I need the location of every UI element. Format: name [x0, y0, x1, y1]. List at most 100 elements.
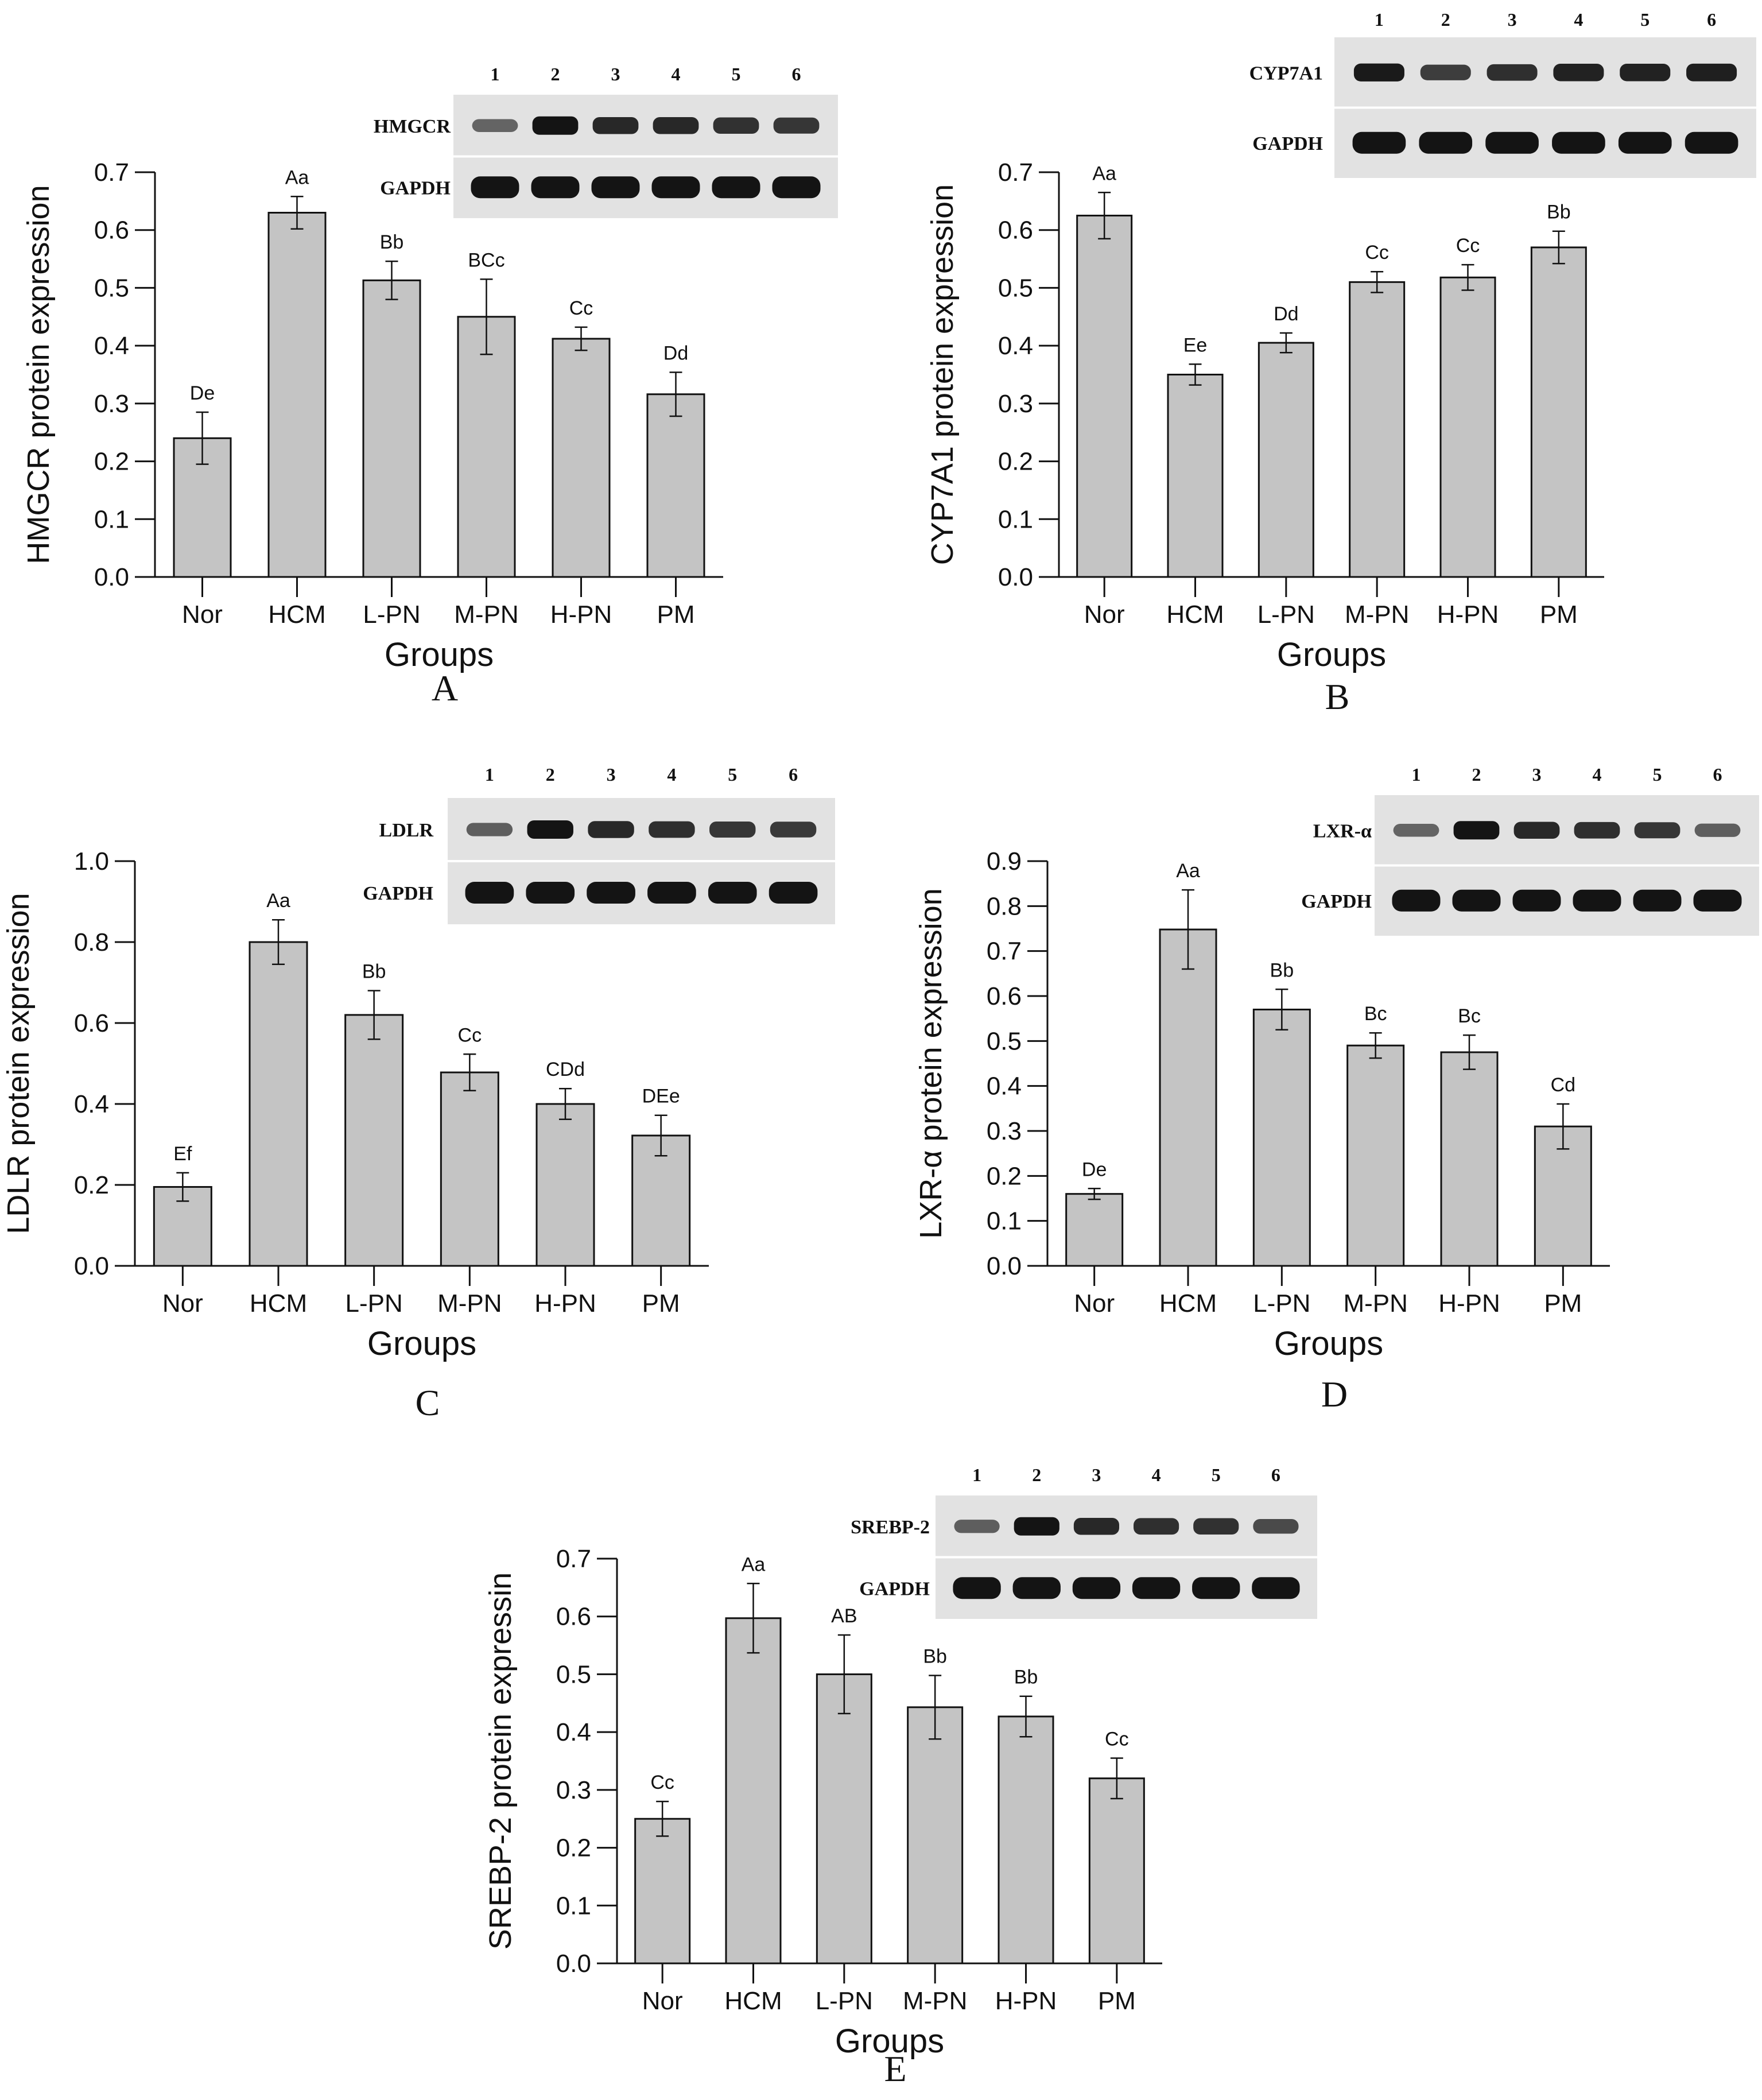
x-tick-label: Nor — [1084, 600, 1125, 629]
panel-b: 0.0 0.1 0.2 0.3 0.4 0.5 0.6 0.7 CYP7A1 protein e… — [925, 9, 1756, 717]
gapdh-band — [708, 882, 757, 904]
blot-control-label: GAPDH — [363, 883, 433, 904]
lane-number: 5 — [728, 764, 737, 785]
lane-number: 1 — [1412, 764, 1421, 785]
y-tick-label: 0.7 — [987, 937, 1022, 966]
target-band — [1574, 822, 1620, 839]
blot-target-label: SREBP-2 — [851, 1517, 930, 1538]
gapdh-band — [465, 882, 514, 904]
target-band — [527, 820, 573, 839]
y-tick-label: 0.4 — [987, 1072, 1022, 1101]
bar-l-pn — [816, 1673, 872, 1965]
gapdh-band — [647, 882, 696, 904]
gapdh-band — [953, 1577, 1001, 1599]
y-tick-label: 0.7 — [556, 1545, 591, 1573]
lane-number: 4 — [667, 764, 676, 785]
significance-label: Ef — [173, 1143, 192, 1165]
significance-label: De — [1082, 1159, 1107, 1180]
target-band — [466, 823, 513, 836]
lane-number: 6 — [1713, 764, 1722, 785]
target-band — [588, 821, 634, 838]
x-tick-label: H-PN — [550, 600, 612, 629]
y-tick-label: 0.5 — [94, 274, 129, 302]
y-tick-label: 0.0 — [998, 563, 1033, 591]
y-tick-label: 0.4 — [94, 332, 129, 360]
lane-number: 4 — [1574, 9, 1583, 30]
significance-label: Aa — [742, 1553, 766, 1575]
significance-label: Dd — [1274, 303, 1298, 325]
y-tick-label: 0.2 — [556, 1834, 591, 1862]
gapdh-band — [1573, 889, 1621, 912]
y-tick-label: 0.1 — [556, 1892, 591, 1920]
y-tick-label: 0.9 — [987, 847, 1022, 875]
x-tick-label: L-PN — [363, 600, 420, 629]
x-tick-label: L-PN — [346, 1289, 403, 1318]
significance-label: Bb — [1270, 959, 1294, 981]
gapdh-band — [1419, 131, 1473, 154]
bar-m-pn — [1346, 1044, 1405, 1267]
y-tick-label: 0.1 — [94, 505, 129, 533]
y-tick-label: 0.2 — [998, 448, 1033, 476]
lane-number: 3 — [611, 64, 620, 84]
significance-label: Cc — [1365, 242, 1389, 264]
y-tick-label: 0.5 — [556, 1660, 591, 1688]
x-axis-title: Groups — [367, 1325, 476, 1362]
x-axis-title: Groups — [385, 636, 494, 673]
western-blot: 1 2 3 4 5 6 LXR-α GAPDH — [1301, 764, 1759, 936]
significance-label: Cd — [1551, 1074, 1575, 1096]
gapdh-band — [1252, 1577, 1300, 1599]
bar-hcm — [725, 1617, 782, 1965]
y-tick-label: 0.5 — [998, 274, 1033, 302]
target-band — [709, 822, 756, 838]
x-axis-title: Groups — [835, 2022, 944, 2060]
gapdh-band — [526, 882, 575, 904]
target-band — [1014, 1517, 1059, 1536]
lane-number: 2 — [1032, 1464, 1041, 1485]
y-tick-label: 0.0 — [74, 1252, 109, 1280]
significance-label: Bb — [1547, 202, 1571, 223]
x-tick-label: M-PN — [454, 600, 518, 629]
y-tick-label: 0.8 — [987, 892, 1022, 920]
significance-label: BCc — [468, 249, 504, 271]
bar-m-pn — [457, 316, 516, 578]
x-tick-label: PM — [1540, 600, 1578, 629]
lane-number: 5 — [1640, 9, 1650, 30]
gapdh-band — [772, 176, 821, 199]
x-tick-label: M-PN — [1345, 600, 1409, 629]
significance-label: Cc — [458, 1024, 482, 1046]
y-tick-label: 0.6 — [998, 216, 1033, 245]
lane-number: 1 — [1375, 9, 1384, 30]
lane-number: 3 — [1092, 1464, 1101, 1485]
blot-target-label: LXR-α — [1313, 820, 1372, 842]
lane-number: 1 — [485, 764, 494, 785]
y-axis-title: SREBP-2 protein expressin — [483, 1572, 518, 1950]
gapdh-band — [1452, 889, 1501, 912]
bar-nor — [1065, 1193, 1124, 1267]
x-tick-label: M-PN — [437, 1289, 502, 1318]
bar-pm — [1530, 246, 1587, 578]
gapdh-band — [1132, 1577, 1181, 1599]
x-tick-label: H-PN — [1438, 1289, 1500, 1318]
y-tick-label: 0.3 — [556, 1776, 591, 1804]
significance-label: Cc — [1456, 235, 1480, 257]
target-band — [1553, 64, 1604, 82]
lane-number: 6 — [1271, 1464, 1280, 1485]
x-axis-title: Groups — [1277, 636, 1386, 673]
x-tick-label: PM — [657, 600, 695, 629]
target-band — [770, 822, 817, 838]
western-blot: 1 2 3 4 5 6 HMGCR GAPDH — [374, 64, 838, 218]
significance-label: Bb — [923, 1645, 947, 1667]
lane-number: 4 — [672, 64, 681, 84]
significance-label: Cc — [650, 1772, 674, 1793]
bar-nor — [1076, 215, 1133, 578]
x-tick-label: M-PN — [903, 1987, 967, 2015]
bar-pm — [1088, 1777, 1145, 1965]
y-tick-label: 0.6 — [74, 1009, 109, 1037]
significance-label: De — [190, 382, 215, 404]
x-tick-label: L-PN — [1258, 600, 1315, 629]
gapdh-band — [1633, 889, 1682, 912]
y-axis-title: LXR-α protein expression — [914, 888, 948, 1239]
target-band — [592, 117, 639, 134]
gapdh-band — [1552, 131, 1605, 154]
